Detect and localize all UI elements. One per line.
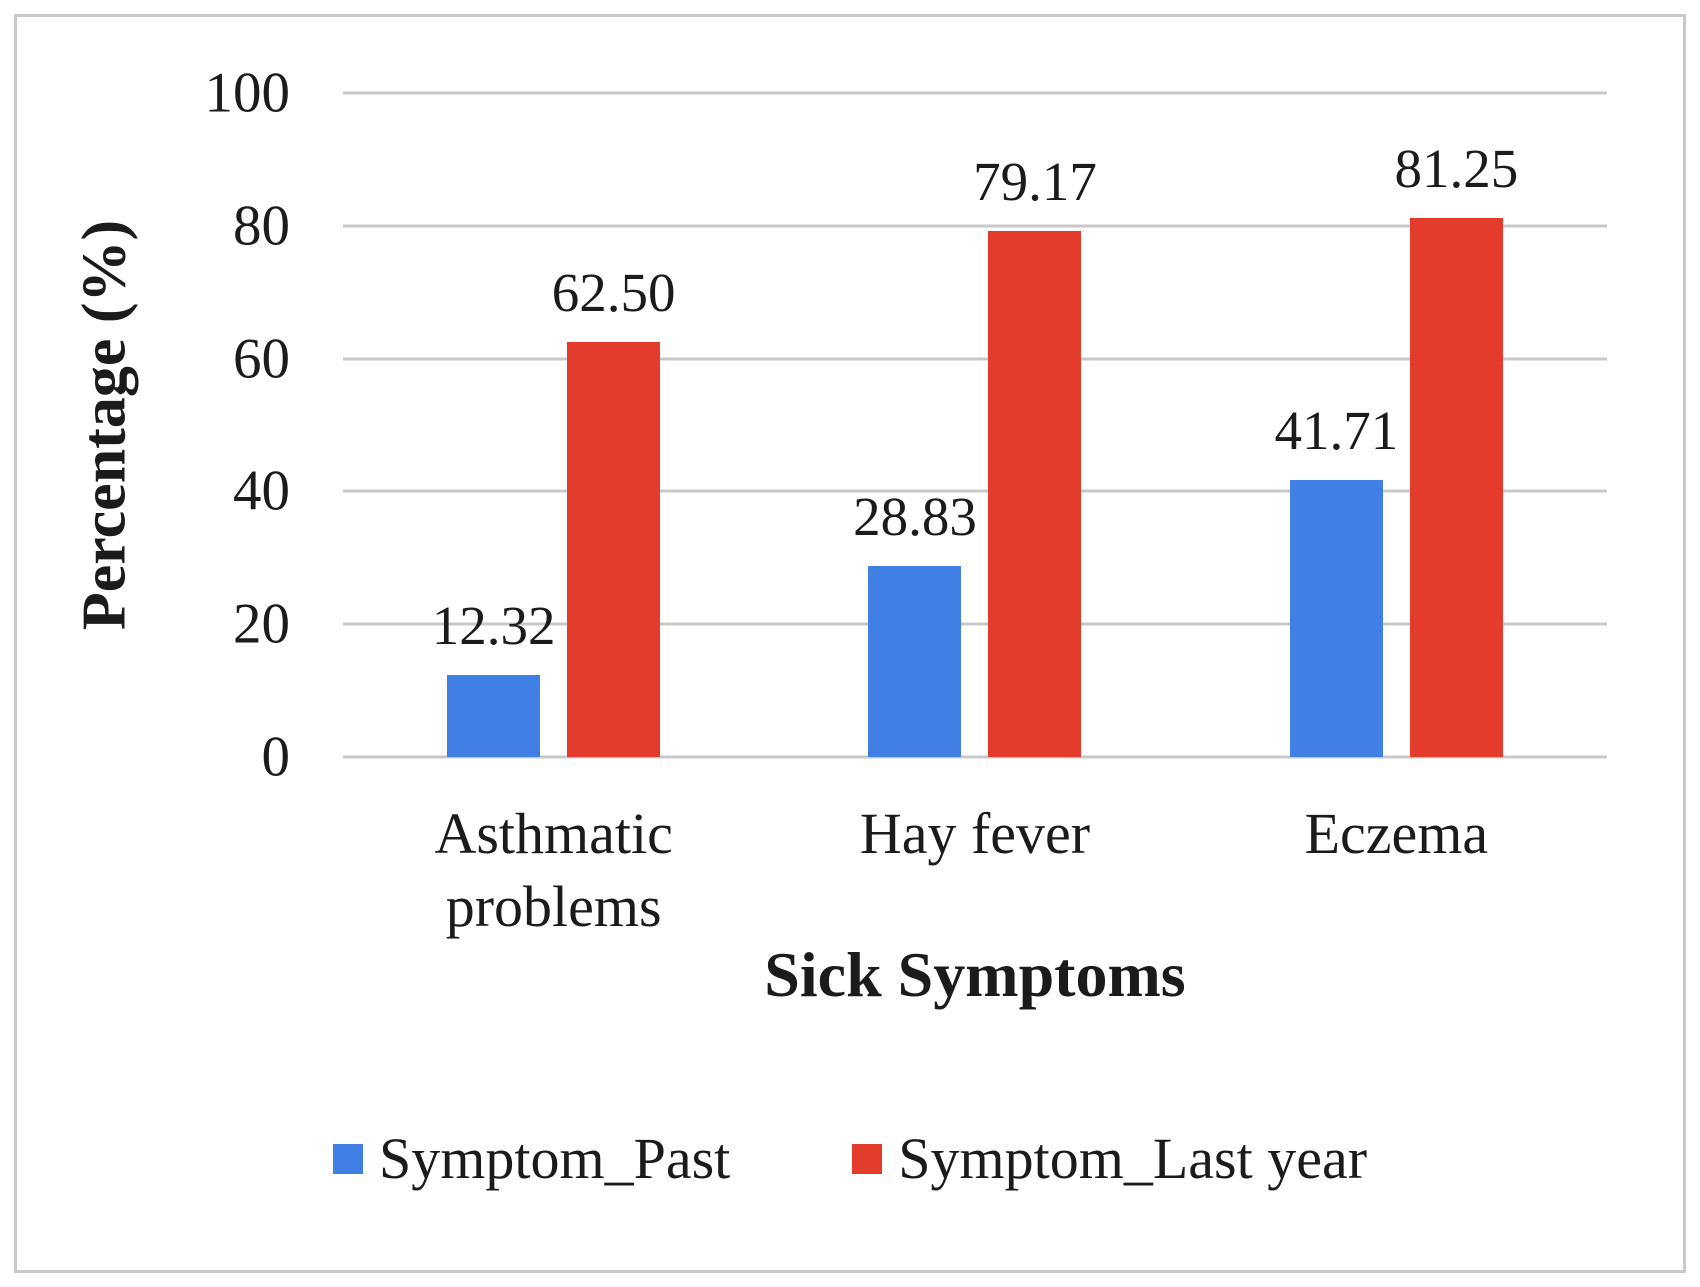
- legend: Symptom_Past Symptom_Last year: [0, 1130, 1700, 1188]
- bar-symptom-last-year: 62.50: [552, 265, 676, 757]
- x-axis-title: Sick Symptoms: [764, 939, 1186, 1010]
- y-tick-label-100: 100: [204, 61, 291, 125]
- y-tick-label-80: 80: [233, 194, 290, 258]
- gridline-100: [343, 91, 1607, 95]
- data-label: 62.50: [551, 262, 676, 323]
- bar-symptom-last-year: 79.17: [973, 154, 1097, 757]
- y-tick-label-40: 40: [233, 459, 290, 523]
- plot-area: 12.32 62.50 28.83 79.17 41.71 81.25: [343, 91, 1607, 759]
- gridline-20: [343, 622, 1607, 626]
- y-axis: 0 20 40 60 80 100: [0, 65, 291, 786]
- legend-label: Symptom_Past: [378, 1126, 731, 1191]
- bar-symptom-past: 41.71: [1274, 403, 1398, 757]
- legend-item: Symptom_Last year: [852, 1130, 1367, 1188]
- legend-swatch-icon: [852, 1144, 883, 1174]
- data-label: 79.17: [973, 151, 1097, 213]
- gridline-80: [343, 224, 1607, 228]
- bar-group: 41.71 81.25: [1186, 93, 1607, 757]
- bar-symptom-last-year: 81.25: [1394, 141, 1518, 757]
- y-tick-label-0: 0: [261, 725, 291, 789]
- data-label: 12.32: [431, 595, 556, 657]
- legend-item: Symptom_Past: [332, 1126, 731, 1191]
- y-tick-label-20: 20: [233, 592, 290, 656]
- data-label: 28.83: [853, 485, 977, 547]
- category-label: Asthmatic problems: [434, 801, 673, 939]
- bar-group: 12.32 62.50: [343, 93, 764, 757]
- gridline-60: [343, 357, 1607, 361]
- bar-group: 28.83 79.17: [764, 93, 1185, 757]
- x-axis-category-labels: Asthmatic problems Hay fever Eczema: [343, 798, 1607, 943]
- data-label: 41.71: [1274, 400, 1399, 462]
- bar-symptom-past: 12.32: [432, 598, 556, 757]
- legend-swatch-icon: [332, 1144, 363, 1174]
- data-label: 81.25: [1394, 137, 1519, 199]
- category-label: Eczema: [1304, 801, 1489, 866]
- bar-groups: 12.32 62.50 28.83 79.17 41.71 81.25: [343, 93, 1607, 757]
- y-tick-label-60: 60: [233, 327, 290, 391]
- bar-symptom-past: 28.83: [853, 489, 977, 757]
- legend-label: Symptom_Last year: [898, 1126, 1368, 1191]
- gridline-40: [343, 489, 1607, 493]
- category-label: Hay fever: [859, 801, 1091, 866]
- chart-frame: [14, 14, 1686, 1273]
- gridline-0: [343, 755, 1607, 759]
